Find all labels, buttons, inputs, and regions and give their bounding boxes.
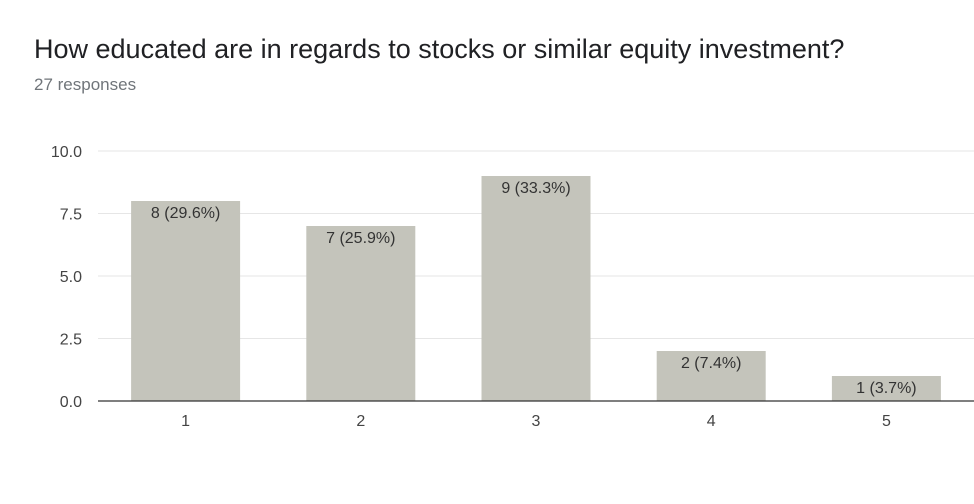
bar[interactable] [306, 226, 416, 401]
y-tick-label: 10.0 [51, 144, 82, 161]
y-tick-label: 7.5 [60, 207, 82, 224]
bar[interactable] [481, 176, 591, 401]
data-label: 2 (7.4%) [681, 355, 741, 372]
x-tick-label: 4 [707, 413, 716, 430]
x-tick-label: 2 [356, 413, 365, 430]
data-label: 7 (25.9%) [326, 230, 395, 247]
x-tick-label: 1 [181, 413, 190, 430]
data-label: 9 (33.3%) [501, 180, 570, 197]
x-tick-label: 5 [882, 413, 891, 430]
response-count: 27 responses [34, 75, 137, 94]
bar[interactable] [831, 376, 941, 401]
data-label: 8 (29.6%) [151, 205, 220, 222]
y-tick-label: 0.0 [60, 394, 82, 411]
data-label: 1 (3.7%) [856, 380, 916, 397]
chart-title: How educated are in regards to stocks or… [34, 34, 845, 64]
y-tick-label: 5.0 [60, 269, 82, 286]
bar[interactable] [656, 351, 766, 401]
x-tick-label: 3 [532, 413, 541, 430]
y-tick-label: 2.5 [60, 332, 82, 349]
bar[interactable] [131, 201, 241, 401]
